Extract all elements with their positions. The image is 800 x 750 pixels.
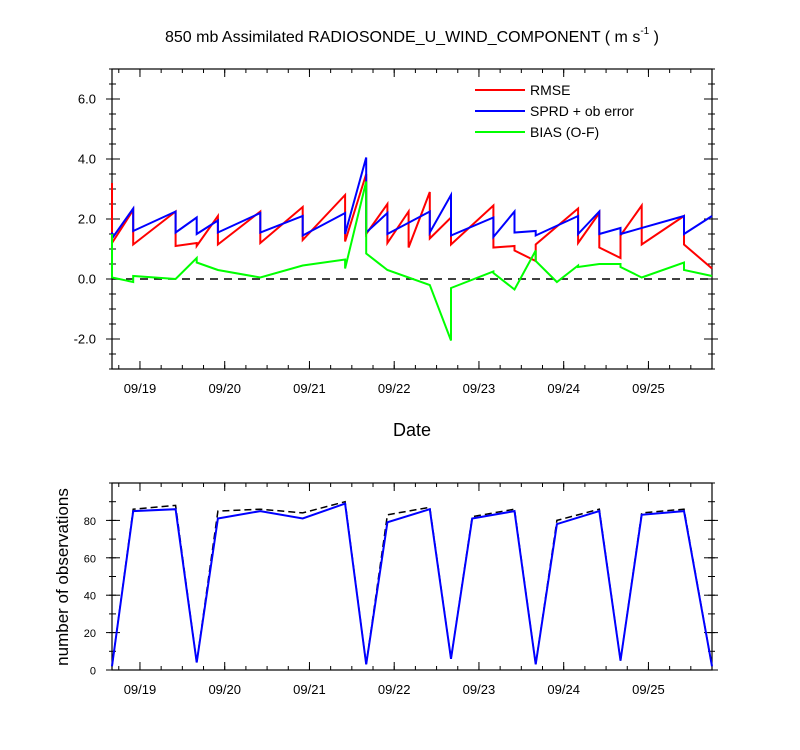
top-series xyxy=(111,157,713,341)
bottom-y-tick-label: 20 xyxy=(84,628,96,640)
top-panel: 09/19 09/20 09/21 09/22 09/23 09/24 09/25 -2.0 0… xyxy=(74,68,718,440)
top-x-tick-label: 09/20 xyxy=(208,381,241,396)
top-x-tick-label: 09/25 xyxy=(632,381,665,396)
x-axis-label: Date xyxy=(393,420,431,440)
bottom-series xyxy=(111,500,713,667)
chart-title-main: 850 mb Assimilated RADIOSONDE_U_WIND_COM… xyxy=(165,29,640,46)
legend-label-sprd: SPRD + ob error xyxy=(530,103,634,119)
top-x-tick-label: 09/23 xyxy=(463,381,496,396)
bottom-x-tick-label: 09/24 xyxy=(547,682,580,697)
bottom-panel: 09/19 09/20 09/21 09/22 09/23 09/24 09/25 0 20 40… xyxy=(53,482,718,697)
bottom-x-tick-label: 09/21 xyxy=(293,682,326,697)
bottom-y-tick-label: 0 xyxy=(90,666,96,678)
bottom-x-tick-label: 09/22 xyxy=(378,682,411,697)
series-bias xyxy=(111,181,713,341)
series-obs_used xyxy=(111,502,713,667)
top-x-tick-label: 09/19 xyxy=(124,381,157,396)
bottom-axes: 09/19 09/20 09/21 09/22 09/23 09/24 09/25 0 20 40… xyxy=(84,482,718,697)
bottom-x-tick-label: 09/20 xyxy=(208,682,241,697)
top-x-tick-label: 09/24 xyxy=(547,381,580,396)
chart-title: 850 mb Assimilated RADIOSONDE_U_WIND_COM… xyxy=(165,26,659,46)
top-x-tick-label: 09/21 xyxy=(293,381,326,396)
y-axis-label: number of observations xyxy=(53,488,72,666)
top-y-tick-label: 2.0 xyxy=(78,212,96,227)
chart-title-superscript: -1 xyxy=(640,26,649,37)
series-rmse xyxy=(111,173,713,270)
top-y-tick-label: 4.0 xyxy=(78,152,96,167)
chart-title-end: ) xyxy=(649,29,659,46)
top-x-tick-label: 09/22 xyxy=(378,381,411,396)
legend: RMSE SPRD + ob error BIAS (O-F) xyxy=(475,82,634,140)
series-sprd xyxy=(111,157,713,242)
top-y-tick-label: 6.0 xyxy=(78,92,96,107)
bottom-x-tick-label: 09/23 xyxy=(463,682,496,697)
top-y-tick-label: -2.0 xyxy=(74,332,96,347)
legend-label-rmse: RMSE xyxy=(530,82,570,98)
bottom-y-tick-label: 40 xyxy=(84,591,96,603)
bottom-x-tick-label: 09/19 xyxy=(124,682,157,697)
bottom-x-tick-label: 09/25 xyxy=(632,682,665,697)
top-y-tick-label: 0.0 xyxy=(78,272,96,287)
bottom-y-tick-label: 80 xyxy=(84,516,96,528)
series-obs_possible xyxy=(111,500,713,667)
legend-label-bias: BIAS (O-F) xyxy=(530,124,599,140)
bottom-y-tick-label: 60 xyxy=(84,553,96,565)
